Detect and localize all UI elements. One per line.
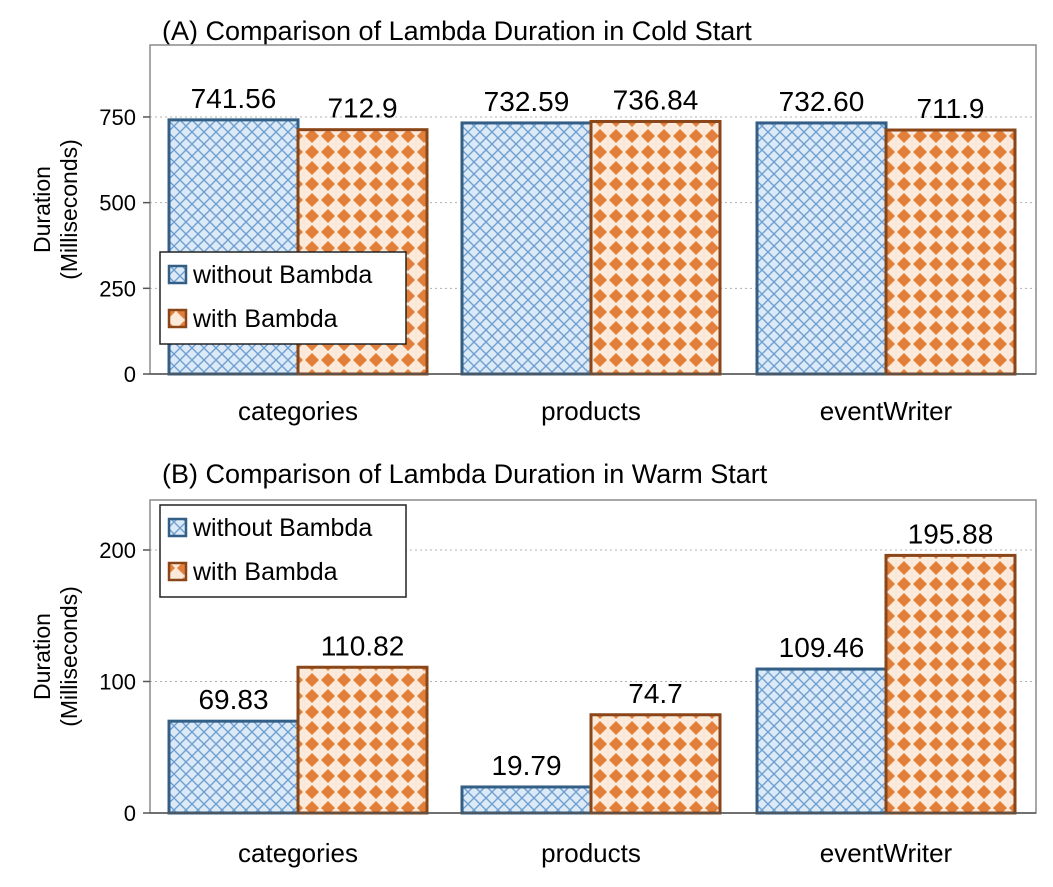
legend-swatch-with-bambda	[167, 308, 188, 329]
data-label-without-bambda-products: 732.59	[484, 86, 570, 117]
legend-label-without-bambda: without Bambda	[192, 514, 372, 542]
legend-swatch-without-bambda	[167, 264, 188, 285]
data-label-with-bambda-products: 74.7	[628, 678, 683, 709]
x-category-label-categories: categories	[238, 396, 358, 426]
legend-box	[159, 251, 407, 345]
bar-with-bambda-eventWriter	[884, 128, 1017, 376]
legend-box	[159, 504, 407, 598]
y-axis-label: Duration	[29, 166, 55, 253]
legend-label-with-bambda: with Bambda	[192, 305, 338, 333]
chart-title: (B) Comparison of Lambda Duration in War…	[162, 459, 768, 489]
y-tick-label: 0	[124, 801, 136, 826]
data-label-with-bambda-eventWriter: 711.9	[917, 93, 985, 124]
y-tick-label: 500	[99, 191, 136, 216]
data-label-without-bambda-eventWriter: 109.46	[779, 632, 865, 663]
bar-with-bambda-eventWriter	[884, 553, 1017, 815]
y-axis-label: (Milliseconds)	[56, 586, 82, 727]
bar-without-bambda-categories	[167, 719, 300, 815]
y-axis-label: Duration	[29, 613, 55, 700]
y-tick-label: 250	[99, 276, 136, 301]
y-axis-label: (Milliseconds)	[56, 139, 82, 280]
bar-without-bambda-products	[460, 785, 593, 815]
data-label-without-bambda-categories: 69.83	[198, 684, 268, 715]
bar-without-bambda-eventWriter	[755, 667, 888, 815]
data-label-with-bambda-eventWriter: 195.88	[908, 518, 994, 549]
x-category-label-products: products	[541, 396, 641, 426]
legend-label-with-bambda: with Bambda	[192, 558, 338, 586]
bar-with-bambda-products	[589, 119, 722, 376]
bar-without-bambda-products	[460, 121, 593, 376]
bar-with-bambda-products	[589, 713, 722, 815]
data-label-without-bambda-eventWriter: 732.60	[779, 86, 865, 117]
data-label-without-bambda-products: 19.79	[491, 750, 561, 781]
bar-with-bambda-categories	[296, 665, 429, 815]
data-label-without-bambda-categories: 741.56	[191, 83, 277, 114]
legend-swatch-with-bambda	[167, 561, 188, 582]
x-category-label-eventWriter: eventWriter	[820, 838, 953, 868]
y-tick-label: 100	[99, 669, 136, 694]
chart-panel-b: (B) Comparison of Lambda Duration in War…	[29, 459, 1037, 868]
data-label-with-bambda-categories: 110.82	[321, 630, 405, 661]
x-category-label-categories: categories	[238, 838, 358, 868]
chart-panel-a: (A) Comparison of Lambda Duration in Col…	[29, 16, 1037, 426]
y-tick-label: 200	[99, 538, 136, 563]
x-category-label-products: products	[541, 838, 641, 868]
legend-swatch-without-bambda	[167, 517, 188, 538]
data-label-with-bambda-categories: 712.9	[327, 93, 397, 124]
chart-title: (A) Comparison of Lambda Duration in Col…	[162, 16, 752, 46]
y-tick-label: 750	[99, 105, 136, 130]
legend: without Bambda with Bambda	[159, 251, 407, 345]
legend-label-without-bambda: without Bambda	[192, 261, 372, 289]
legend: without Bambda with Bambda	[159, 504, 407, 598]
bar-without-bambda-eventWriter	[755, 121, 888, 376]
data-label-with-bambda-products: 736.84	[613, 84, 699, 115]
x-category-label-eventWriter: eventWriter	[820, 396, 953, 426]
y-tick-label: 0	[124, 362, 136, 387]
